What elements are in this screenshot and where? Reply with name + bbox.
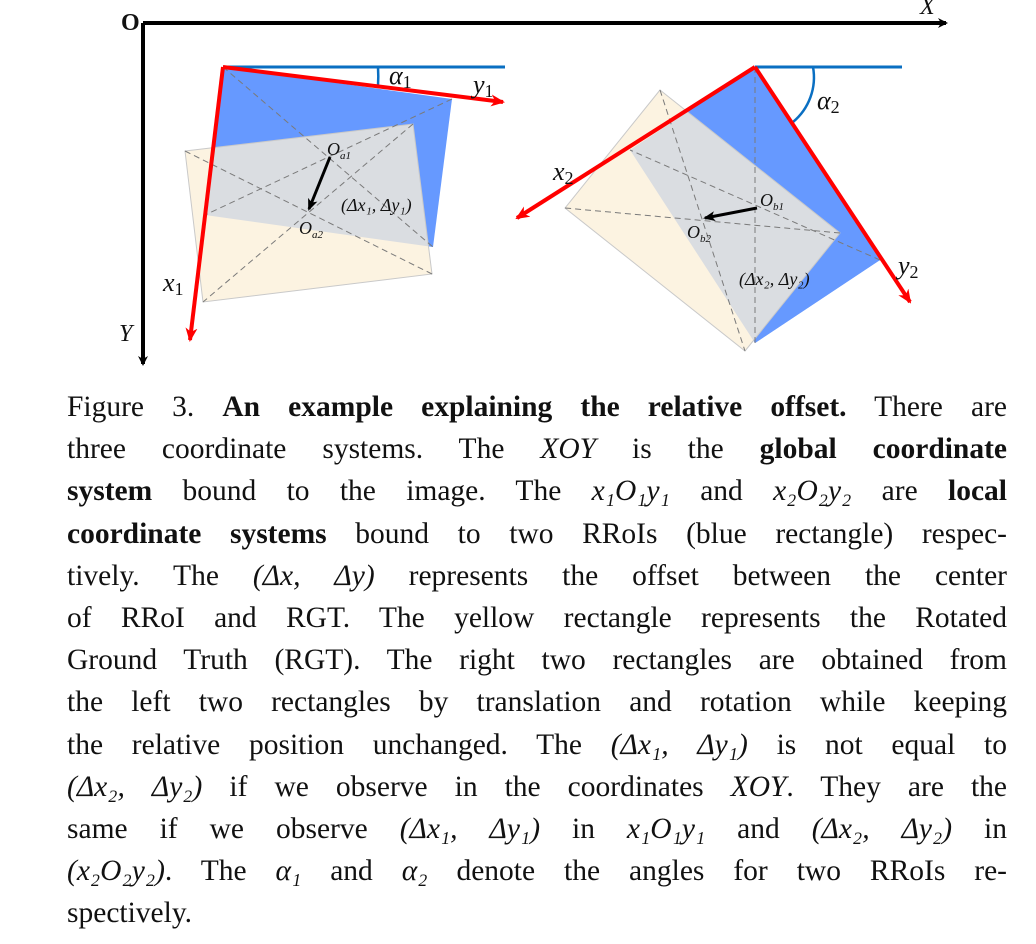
caption-line-11: same if we observe (Δx₁, Δy₁) in x₁O₁y₁ …: [67, 812, 1007, 845]
svg-text:Ob1: Ob1: [760, 190, 784, 213]
left-angle-label: α: [389, 61, 404, 90]
right-x2-label: x: [552, 157, 565, 186]
right-offset-label: (Δx₂, Δy₂): [739, 269, 810, 290]
caption-line-6: of RRoI and RGT. The yellow rectangle re…: [67, 601, 1007, 634]
global-x-label: X: [919, 0, 936, 20]
right-x2-axis: [515, 65, 757, 220]
figure-number: Figure 3.: [67, 391, 195, 423]
caption-line-9: the relative position unchanged. The (Δx…: [67, 728, 1007, 761]
caption-line-5: tively. The (Δx, Δy) represents the offs…: [67, 559, 1007, 592]
svg-text:α1: α1: [389, 61, 412, 92]
left-panel: α1 y1 x1 Oa1 Oa2 (Δx₁, Δy₁): [162, 61, 505, 342]
figure-diagram: α1 y1 x1 Oa1 Oa2 (Δx₁, Δy₁) α2 y2 x2 Ob1: [0, 0, 1036, 380]
caption-line-4: coordinate systems bound to two RRoIs (b…: [67, 517, 1008, 550]
left-offset-arrow: [307, 156, 332, 211]
caption-line-13: spectively.: [67, 897, 193, 930]
left-rgt-center-label: O: [299, 218, 312, 238]
right-angle-arc-icon: [792, 66, 816, 123]
left-offset-label: (Δx₁, Δy₁): [341, 195, 412, 216]
svg-text:Oa2: Oa2: [299, 218, 324, 241]
left-y1-axis: [222, 65, 505, 107]
caption-line-8: the left two rectangles by translation a…: [67, 686, 1007, 719]
caption-line-2: three coordinate systems. The XOY is the…: [67, 433, 1007, 466]
left-y1-label: y: [470, 70, 485, 99]
svg-text:y1: y1: [470, 70, 494, 101]
right-y2-label: y: [895, 251, 910, 280]
caption-title: An example explaining the relative offse…: [222, 391, 847, 423]
right-y2-axis: [753, 65, 912, 304]
svg-text:y2: y2: [895, 251, 919, 282]
left-x1-label: x: [162, 268, 175, 297]
svg-text:x2: x2: [552, 157, 574, 188]
origin-label: O: [121, 10, 140, 36]
caption-line-1: Figure 3. An example explaining the rela…: [67, 391, 1008, 423]
caption-line-10: (Δx₂, Δy₂) if we observe in the coordina…: [67, 770, 1007, 803]
svg-text:α2: α2: [817, 86, 840, 117]
caption-line-7: Ground Truth (RGT). The right two rectan…: [67, 644, 1007, 677]
svg-text:Ob2: Ob2: [687, 222, 712, 245]
svg-text:Oa1: Oa1: [327, 139, 351, 162]
right-offset-arrow: [703, 206, 758, 222]
caption-line-12: (x₂O₂y₂). The α₁ and α₂ denote the angle…: [67, 855, 1007, 888]
figure-caption: Figure 3. An example explaining the rela…: [67, 386, 1007, 934]
right-angle-label: α: [817, 86, 832, 115]
right-panel: α2 y2 x2 Ob1 Ob2 (Δx₂, Δy₂): [515, 65, 919, 352]
caption-line-3: system bound to the image. The x₁O₁y₁ an…: [67, 475, 1007, 508]
global-y-label: Y: [119, 321, 135, 347]
left-rroi-center-label: O: [327, 139, 340, 159]
left-x1-axis: [185, 66, 225, 342]
svg-text:x1: x1: [162, 268, 184, 299]
right-rroi-center-label: O: [760, 190, 773, 210]
right-rgt-center-label: O: [687, 222, 700, 242]
global-axes: O X Y: [119, 0, 948, 366]
